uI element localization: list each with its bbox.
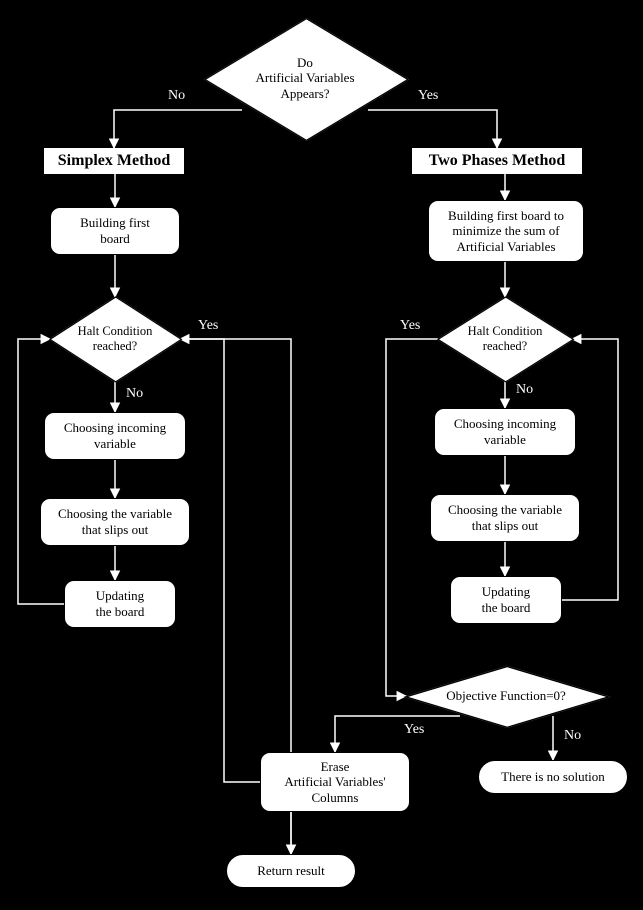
edge-label: Yes: [198, 318, 218, 334]
node-right_build: Building first board tominimize the sum …: [428, 200, 584, 262]
node-obj_zero: Objective Function=0?: [406, 666, 606, 726]
edge-label: No: [564, 728, 581, 744]
edge: [180, 339, 260, 782]
heading-twophase: Two Phases Method: [412, 148, 582, 174]
edge-label: Yes: [400, 318, 420, 334]
node-erase: EraseArtificial Variables'Columns: [260, 752, 410, 812]
node-start_decision: DoArtificial VariablesAppears?: [205, 18, 405, 138]
node-right_choose_out: Choosing the variablethat slips out: [430, 494, 580, 542]
node-return: Return result: [226, 854, 356, 888]
node-left_halt: Halt Conditionreached?: [50, 297, 180, 381]
node-left_choose_out: Choosing the variablethat slips out: [40, 498, 190, 546]
edge-label: No: [126, 386, 143, 402]
edge-label: Yes: [418, 88, 438, 104]
edge-label: No: [516, 382, 533, 398]
heading-simplex: Simplex Method: [44, 148, 184, 174]
edge-label: Yes: [404, 722, 424, 738]
node-left_update: Updatingthe board: [64, 580, 176, 628]
node-right_halt: Halt Conditionreached?: [438, 297, 572, 381]
node-left_choose_in: Choosing incomingvariable: [44, 412, 186, 460]
node-left_build: Building firstboard: [50, 207, 180, 255]
node-right_choose_in: Choosing incomingvariable: [434, 408, 576, 456]
node-right_update: Updatingthe board: [450, 576, 562, 624]
node-no_solution: There is no solution: [478, 760, 628, 794]
edge-label: No: [168, 88, 185, 104]
